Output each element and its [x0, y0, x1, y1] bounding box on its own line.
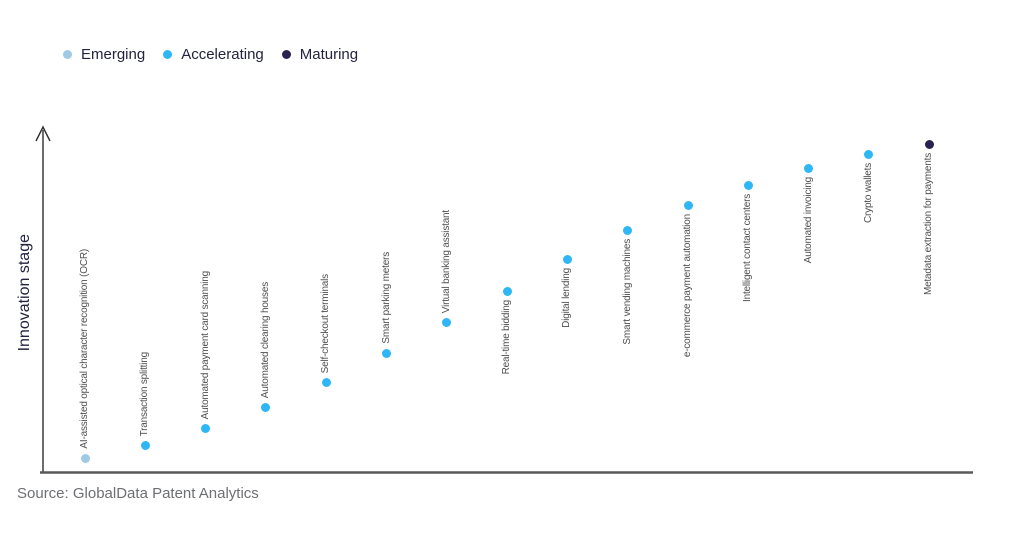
- point-label: Real-time bidding: [501, 300, 513, 375]
- data-point: [140, 440, 150, 450]
- data-point: [804, 163, 814, 173]
- data-point: [261, 402, 271, 412]
- point-label: Smart parking meters: [380, 252, 392, 344]
- point-label: Transaction splitting: [139, 351, 151, 436]
- chart-legend: Emerging Accelerating Maturing: [63, 46, 358, 63]
- data-point: [321, 377, 331, 387]
- point-label: Smart vending machines: [621, 239, 633, 345]
- data-point: [201, 423, 211, 433]
- point-label: Self-checkout terminals: [320, 273, 332, 373]
- legend-label-emerging: Emerging: [81, 46, 146, 63]
- source-note: Source: GlobalData Patent Analytics: [17, 485, 259, 502]
- point-label: Crypto wallets: [862, 163, 874, 223]
- data-point: [623, 225, 633, 235]
- point-label: Digital lending: [561, 268, 573, 328]
- data-point: [864, 149, 874, 159]
- data-point: [924, 139, 934, 149]
- data-point: [683, 200, 693, 210]
- point-label: AI-assisted optical character recognitio…: [79, 249, 90, 449]
- y-axis-arrowhead-icon: [35, 125, 51, 142]
- point-label: Automated clearing houses: [259, 281, 271, 398]
- legend-item-maturing: Maturing: [281, 46, 359, 63]
- data-point: [562, 254, 572, 264]
- data-point: [382, 348, 391, 358]
- legend-item-emerging: Emerging: [63, 46, 145, 63]
- legend-label-maturing: Maturing: [299, 46, 359, 63]
- point-label: Automated payment card scanning: [199, 270, 211, 419]
- data-point: [442, 317, 452, 327]
- data-point: [80, 453, 90, 463]
- data-point: [743, 180, 753, 190]
- point-label: Intelligent contact centers: [742, 194, 754, 302]
- point-label: Metadata extraction for payments: [923, 153, 935, 296]
- legend-item-accelerating: Accelerating: [163, 46, 264, 63]
- legend-dot-maturing: [281, 50, 291, 59]
- legend-label-accelerating: Accelerating: [181, 46, 264, 63]
- data-point: [502, 286, 512, 296]
- point-label: Virtual banking assistant: [440, 209, 452, 313]
- point-label: e-commerce payment automation: [682, 214, 693, 358]
- legend-dot-emerging: [63, 50, 72, 59]
- point-label: Automated invoicing: [802, 177, 814, 264]
- legend-dot-accelerating: [163, 50, 173, 59]
